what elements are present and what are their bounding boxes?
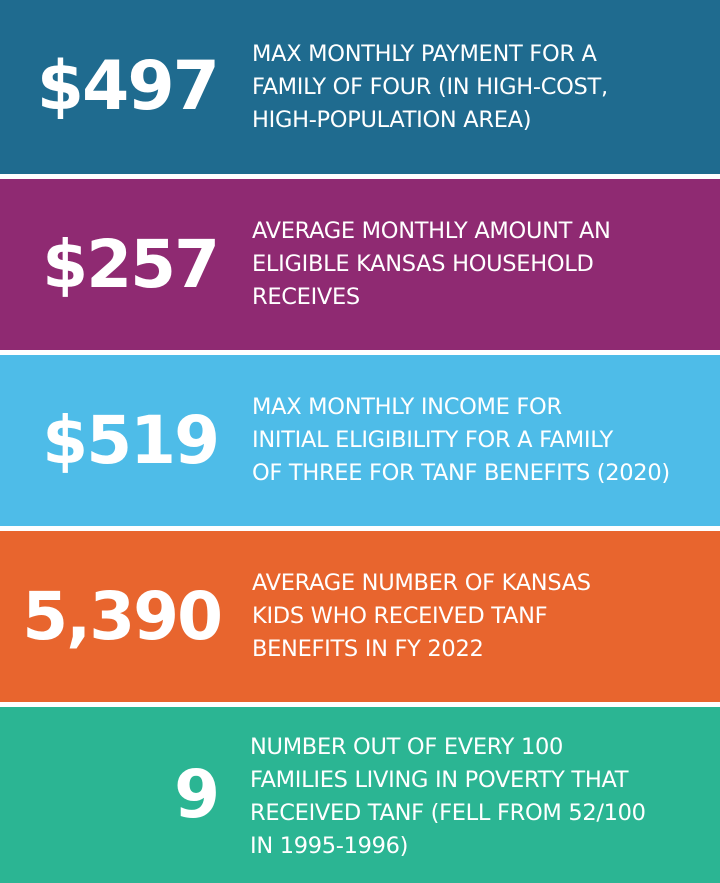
stat-value: 5,390 <box>22 577 223 655</box>
stat-band-families-ratio: 9 NUMBER OUT OF EVERY 100 FAMILIES LIVIN… <box>0 707 720 883</box>
stat-band-kids-count: 5,390 AVERAGE NUMBER OF KANSAS KIDS WHO … <box>0 531 720 702</box>
stat-value: $519 <box>42 401 220 479</box>
stat-description: AVERAGE NUMBER OF KANSAS KIDS WHO RECEIV… <box>252 570 591 662</box>
stat-value: $497 <box>36 47 220 126</box>
stat-value: 9 <box>174 756 220 833</box>
stat-description: AVERAGE MONTHLY AMOUNT AN ELIGIBLE KANSA… <box>252 218 611 310</box>
stat-description: NUMBER OUT OF EVERY 100 FAMILIES LIVING … <box>250 734 646 859</box>
stat-description: MAX MONTHLY PAYMENT FOR A FAMILY OF FOUR… <box>252 40 608 133</box>
stat-description: MAX MONTHLY INCOME FOR INITIAL ELIGIBILI… <box>252 394 670 486</box>
stat-value: $257 <box>42 225 220 303</box>
stat-band-max-payment: $497 MAX MONTHLY PAYMENT FOR A FAMILY OF… <box>0 0 720 174</box>
stat-band-max-income: $519 MAX MONTHLY INCOME FOR INITIAL ELIG… <box>0 355 720 526</box>
stat-band-average-amount: $257 AVERAGE MONTHLY AMOUNT AN ELIGIBLE … <box>0 179 720 350</box>
